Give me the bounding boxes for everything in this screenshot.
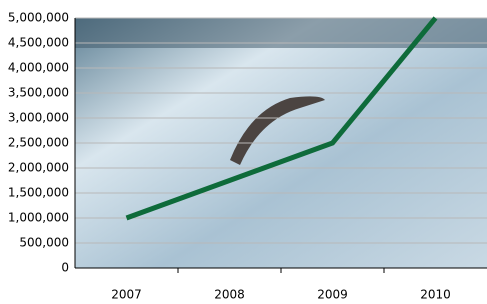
y-tick-label: 2,000,000 — [8, 161, 69, 175]
x-tick-label: 2007 — [111, 288, 142, 302]
y-tick-label: 4,500,000 — [8, 36, 69, 50]
x-tick-label: 2008 — [214, 288, 245, 302]
y-tick-label: 5,000,000 — [8, 11, 69, 25]
y-tick-label: 3,500,000 — [8, 86, 69, 100]
y-tick-label: 1,000,000 — [8, 211, 69, 225]
y-tick-label: 1,500,000 — [8, 186, 69, 200]
x-tick-label: 2010 — [420, 288, 451, 302]
y-tick-label: 500,000 — [19, 236, 69, 250]
y-tick-label: 3,000,000 — [8, 111, 69, 125]
y-tick-label: 0 — [61, 261, 69, 275]
x-tick-label: 2009 — [317, 288, 348, 302]
y-tick-label: 2,500,000 — [8, 136, 69, 150]
chart: 0 500,000 1,000,000 1,500,000 2,000,000 2,500… — [0, 0, 487, 304]
y-tick-label: 4,000,000 — [8, 61, 69, 75]
